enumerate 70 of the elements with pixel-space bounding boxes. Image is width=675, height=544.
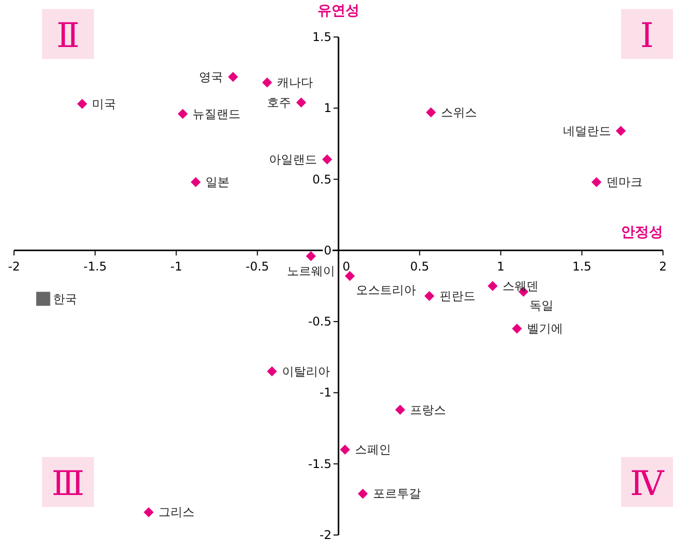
point [190, 177, 201, 188]
quadrant-label: Ⅰ [621, 9, 673, 59]
annotation: Ⅰ [640, 16, 654, 56]
point [591, 177, 602, 188]
quadrant-label: Ⅲ [42, 457, 94, 507]
annotation: 스위스 [440, 105, 477, 120]
point [266, 366, 277, 376]
point [228, 72, 238, 82]
x-tick-label: -2 [8, 259, 20, 274]
y-axis-title: 유연성 [318, 3, 360, 19]
point [262, 78, 272, 88]
x-axis-title: 안정성 [621, 224, 663, 240]
annotation: 덴마크 [606, 175, 642, 190]
annotation: 프랑스 [410, 402, 446, 417]
annotation: Ⅲ [52, 464, 84, 504]
annotation: 핀란드 [439, 288, 476, 303]
quadrant-label: Ⅱ [42, 9, 94, 59]
annotation: 영국 [199, 70, 224, 84]
annotation: 캐나다 [277, 76, 314, 90]
quadrant-label: Ⅳ [621, 457, 673, 507]
point [77, 98, 88, 109]
y-tick-label: -1 [320, 386, 332, 400]
point [144, 507, 154, 518]
y-tick-label: 1 [324, 101, 332, 116]
annotation: 오스트리아 [356, 283, 416, 298]
point [306, 251, 316, 262]
annotation: Ⅳ [630, 464, 666, 504]
annotation: 네덜란드 [562, 124, 611, 138]
annotation: 일본 [206, 175, 230, 190]
y-tick-label: 0 [324, 243, 332, 258]
x-tick-label: -1 [170, 259, 182, 274]
y-tick-label: -0.5 [308, 314, 332, 329]
y-tick-label: 0.5 [312, 172, 332, 186]
annotation: 호주 [267, 95, 292, 110]
x-tick-label: 1.5 [572, 259, 592, 274]
annotation: 벨기에 [526, 322, 563, 336]
x-tick-label: -0.5 [246, 259, 270, 274]
annotation: 독일 [529, 298, 554, 313]
point [322, 154, 332, 164]
x-tick-label: -1.5 [83, 259, 107, 274]
x-tick-label: 1 [496, 259, 505, 274]
annotation: 스웨덴 [502, 279, 539, 293]
annotation: 그리스 [158, 505, 195, 520]
point [178, 108, 188, 119]
point [36, 292, 50, 306]
point [395, 404, 406, 415]
annotation: 아일랜드 [269, 152, 318, 166]
point [426, 107, 436, 118]
point [616, 126, 626, 136]
point [340, 444, 350, 455]
point [296, 97, 306, 108]
point [512, 324, 522, 334]
point [424, 290, 434, 301]
x-tick-label: 0 [342, 259, 350, 274]
annotation: 포르투갈 [372, 486, 421, 501]
y-tick-label: 1.5 [312, 30, 332, 44]
y-tick-label: -1.5 [308, 456, 332, 471]
point [344, 271, 355, 282]
point [358, 488, 368, 499]
annotation: 스페인 [354, 442, 391, 457]
x-tick-label: 0.5 [410, 259, 430, 274]
x-tick-label: 2 [659, 259, 667, 274]
annotation: 미국 [92, 96, 116, 111]
annotation: 노르웨이 [286, 264, 335, 278]
annotation: 뉴질랜드 [192, 106, 241, 121]
annotation: 이탈리아 [282, 364, 330, 378]
annotation: Ⅱ [56, 16, 80, 56]
point [488, 281, 498, 291]
y-tick-label: -2 [320, 528, 332, 542]
annotation: 한국 [53, 292, 78, 306]
